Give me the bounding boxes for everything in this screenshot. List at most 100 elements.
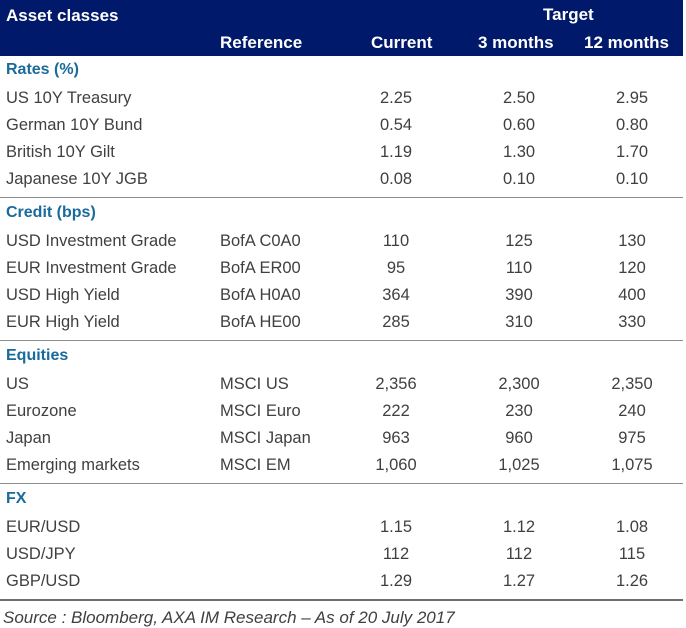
row-name: USD High Yield: [6, 286, 120, 304]
table-row: GBP/USD 1.29 1.27 1.26: [0, 568, 683, 595]
table-row: USD High Yield BofA H0A0 364 390 400: [0, 282, 683, 309]
row-12-months: 240: [618, 402, 646, 420]
header-reference: Reference: [220, 33, 303, 52]
row-3-months: 110: [505, 259, 533, 277]
row-current: 0.08: [379, 170, 413, 188]
row-name: German 10Y Bund: [6, 116, 143, 134]
row-12-months: 120: [618, 259, 646, 277]
row-current: 1,060: [375, 456, 417, 474]
row-3-months: 0.60: [502, 116, 536, 134]
row-reference: MSCI US: [220, 375, 289, 393]
header-3-months: 3 months: [478, 33, 554, 52]
table-row: Japanese 10Y JGB 0.08 0.10 0.10: [0, 166, 683, 193]
table-row: German 10Y Bund 0.54 0.60 0.80: [0, 112, 683, 139]
divider: [0, 599, 683, 601]
row-3-months: 960: [505, 429, 533, 447]
row-current: 110: [382, 232, 410, 250]
row-reference: MSCI Japan: [220, 429, 311, 447]
row-reference: MSCI EM: [220, 456, 291, 474]
row-current: 364: [382, 286, 410, 304]
section-title: Credit (bps): [6, 204, 96, 221]
header-12-months: 12 months: [584, 33, 670, 52]
table-row: British 10Y Gilt 1.19 1.30 1.70: [0, 139, 683, 166]
row-3-months: 310: [505, 313, 533, 331]
header-current: Current: [371, 33, 433, 52]
source-note: Source : Bloomberg, AXA IM Research – As…: [3, 608, 455, 627]
row-12-months: 0.10: [615, 170, 649, 188]
row-current: 285: [382, 313, 410, 331]
row-3-months: 112: [505, 545, 533, 563]
row-reference: MSCI Euro: [220, 402, 301, 420]
divider: [0, 483, 683, 484]
divider: [0, 197, 683, 198]
row-current: 2.25: [379, 89, 413, 107]
row-12-months: 2,350: [611, 375, 653, 393]
row-12-months: 400: [618, 286, 646, 304]
row-12-months: 0.80: [615, 116, 649, 134]
row-3-months: 125: [505, 232, 533, 250]
row-reference: BofA H0A0: [220, 286, 301, 304]
table-row: US MSCI US 2,356 2,300 2,350: [0, 371, 683, 398]
row-3-months: 1.27: [502, 572, 536, 590]
row-name: US 10Y Treasury: [6, 89, 132, 107]
row-reference: BofA ER00: [220, 259, 301, 277]
row-3-months: 1,025: [498, 456, 540, 474]
row-name: Eurozone: [6, 402, 77, 420]
row-reference: BofA HE00: [220, 313, 301, 331]
row-name: Japanese 10Y JGB: [6, 170, 148, 188]
row-name: USD Investment Grade: [6, 232, 177, 250]
row-name: British 10Y Gilt: [6, 143, 115, 161]
row-name: USD/JPY: [6, 545, 76, 563]
row-12-months: 1,075: [611, 456, 653, 474]
row-12-months: 1.70: [615, 143, 649, 161]
row-name: EUR High Yield: [6, 313, 120, 331]
row-current: 112: [382, 545, 410, 563]
row-reference: BofA C0A0: [220, 232, 301, 250]
row-3-months: 2.50: [502, 89, 536, 107]
row-name: EUR Investment Grade: [6, 259, 177, 277]
row-3-months: 230: [505, 402, 533, 420]
table-row: USD/JPY 112 112 115: [0, 541, 683, 568]
table-row: US 10Y Treasury 2.25 2.50 2.95: [0, 85, 683, 112]
table-row: Eurozone MSCI Euro 222 230 240: [0, 398, 683, 425]
row-current: 1.19: [379, 143, 413, 161]
row-3-months: 2,300: [498, 375, 540, 393]
row-current: 2,356: [375, 375, 417, 393]
row-3-months: 1.12: [502, 518, 536, 536]
row-12-months: 115: [618, 545, 646, 563]
row-12-months: 1.08: [615, 518, 649, 536]
row-3-months: 0.10: [502, 170, 536, 188]
table-header: Asset classes Target Reference Current 3…: [0, 0, 683, 56]
section-title: Equities: [6, 347, 69, 364]
header-asset-classes: Asset classes: [6, 6, 119, 25]
row-12-months: 1.26: [615, 572, 649, 590]
row-3-months: 1.30: [502, 143, 536, 161]
row-name: Emerging markets: [6, 456, 140, 474]
table-row: USD Investment Grade BofA C0A0 110 125 130: [0, 228, 683, 255]
row-12-months: 975: [618, 429, 646, 447]
row-current: 963: [382, 429, 410, 447]
row-current: 1.15: [379, 518, 413, 536]
row-12-months: 2.95: [615, 89, 649, 107]
row-current: 222: [382, 402, 410, 420]
table-row: Emerging markets MSCI EM 1,060 1,025 1,075: [0, 452, 683, 479]
row-current: 0.54: [379, 116, 413, 134]
section-title: Rates (%): [6, 61, 79, 78]
section-title: FX: [6, 490, 27, 507]
row-name: EUR/USD: [6, 518, 81, 536]
row-12-months: 130: [618, 232, 646, 250]
header-target: Target: [543, 5, 594, 24]
row-12-months: 330: [618, 313, 646, 331]
table-row: Japan MSCI Japan 963 960 975: [0, 425, 683, 452]
divider: [0, 340, 683, 341]
row-name: US: [6, 375, 29, 393]
table-row: EUR High Yield BofA HE00 285 310 330: [0, 309, 683, 336]
row-current: 1.29: [379, 572, 413, 590]
row-name: Japan: [6, 429, 51, 447]
table-row: EUR Investment Grade BofA ER00 95 110 120: [0, 255, 683, 282]
row-3-months: 390: [505, 286, 533, 304]
table-row: EUR/USD 1.15 1.12 1.08: [0, 514, 683, 541]
row-current: 95: [386, 259, 406, 277]
row-name: GBP/USD: [6, 572, 81, 590]
